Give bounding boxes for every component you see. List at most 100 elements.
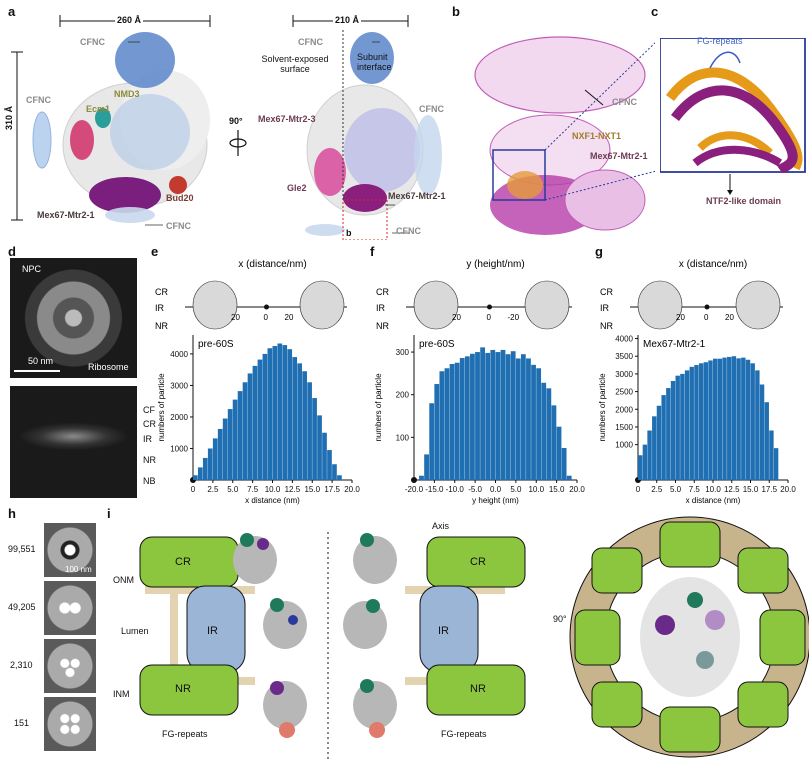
panel-label-d: d — [8, 244, 16, 259]
histogram-bar — [755, 370, 760, 480]
histogram-bar — [661, 395, 666, 480]
label-i-ir-right: IR — [438, 625, 449, 637]
histogram-bar — [731, 356, 737, 480]
x-tick-label: 17.5 — [761, 485, 777, 494]
label-i-onm: ONM — [113, 575, 134, 585]
histogram-bar — [439, 371, 445, 480]
scale-bar-d — [14, 370, 60, 372]
class-average-3 — [44, 639, 96, 693]
x-tick-label: 0 — [636, 485, 641, 494]
label-bud20: Bud20 — [166, 193, 194, 203]
histogram-bar — [531, 364, 536, 480]
x-tick-label: 15.0 — [304, 485, 320, 494]
histogram-bar — [337, 475, 342, 480]
histogram-bar — [722, 357, 727, 480]
pore-density-right — [299, 280, 345, 330]
histogram-bar — [247, 373, 253, 480]
histogram-bar — [680, 373, 685, 480]
y-tick-label: 4000 — [615, 335, 633, 344]
histogram-bar — [736, 358, 741, 480]
label-i-ir-left: IR — [207, 625, 218, 637]
histogram-bar — [536, 368, 542, 480]
histogram-bar — [520, 354, 526, 480]
x-axis-label: x distance (nm) — [686, 496, 741, 505]
label-i-nr-right: NR — [470, 683, 486, 695]
panel-c-ribbon — [660, 38, 806, 173]
label-h-scale: 100 nm — [65, 565, 92, 574]
schematic-tick: 0 — [487, 313, 492, 322]
layer-ir: IR — [143, 434, 152, 444]
label-b-mex: Mex67-Mtr2-1 — [590, 151, 648, 161]
class-average-4 — [44, 697, 96, 751]
pore-label-cr: CR — [600, 287, 613, 297]
histogram-bar — [222, 418, 228, 480]
schematic-origin — [704, 304, 710, 310]
histogram-bar — [277, 343, 283, 480]
histogram-bar — [475, 352, 480, 480]
y-axis-label: numbers of particle — [157, 373, 166, 442]
x-tick-label: 5.0 — [227, 485, 239, 494]
label-cfnc-bottom-left: CFNC — [166, 221, 191, 231]
pore-label-cr: CR — [155, 287, 168, 297]
x-tick-label: 12.5 — [285, 485, 301, 494]
label-i-fg-left: FG-repeats — [162, 729, 208, 739]
y-axis-label: numbers of particle — [374, 373, 383, 442]
histogram-bar — [419, 475, 424, 480]
histogram-bar — [257, 359, 263, 480]
x-tick-label: 17.5 — [324, 485, 340, 494]
arrow-c-ntf2 — [727, 174, 733, 195]
panel-b-map — [474, 36, 655, 235]
histogram-bar — [470, 353, 475, 480]
label-i-lumen: Lumen — [121, 626, 149, 636]
histogram-bar — [332, 464, 337, 480]
em-top-view — [10, 258, 137, 378]
label-solvent: Solvent-exposed surface — [261, 54, 329, 74]
chart-e: x (distance/nm) 20 0 20 CR IR NR 0 2.5 5.0 7.5 10.0… — [155, 259, 360, 505]
histogram-bar — [242, 382, 248, 480]
x-tick-label: 15.0 — [743, 485, 759, 494]
histogram-bar — [703, 362, 709, 480]
y-tick-label: 2000 — [170, 413, 188, 422]
label-nmd3: NMD3 — [114, 89, 140, 99]
histogram-bar — [708, 360, 713, 480]
x-tick-label: 10.0 — [528, 485, 544, 494]
label-i-fg-right: FG-repeats — [441, 729, 487, 739]
y-tick-label: 2500 — [615, 388, 633, 397]
label-d-ribosome: Ribosome — [88, 362, 129, 372]
y-tick-label: 1500 — [615, 423, 633, 432]
histogram-bar — [197, 467, 203, 480]
histogram-bar — [694, 365, 699, 480]
label-i-rotate: 90° — [553, 614, 567, 624]
label-i-nr-left: NR — [175, 683, 191, 695]
x-tick-label: 20.0 — [569, 485, 585, 494]
histogram-bar — [500, 349, 506, 480]
schematic-tick: 20 — [285, 313, 294, 322]
histogram-bar — [262, 353, 268, 480]
schematic-tick: -20 — [508, 313, 520, 322]
histogram-bar — [642, 444, 648, 480]
schematic-tick: 20 — [231, 313, 240, 322]
histogram-bar — [267, 348, 273, 480]
class-average-1 — [44, 523, 96, 577]
histogram-bar — [505, 354, 511, 480]
x-tick-label: 15.0 — [549, 485, 565, 494]
x-tick-label: 12.5 — [724, 485, 740, 494]
pore-density-left — [637, 280, 683, 330]
panel-label-g: g — [595, 244, 603, 259]
histogram-bar — [480, 347, 486, 480]
pore-label-nr: NR — [600, 321, 613, 331]
inset-b-label: b — [346, 228, 352, 238]
dim-height-left: 310 Å — [4, 105, 14, 130]
y-tick-label: 3000 — [615, 370, 633, 379]
histogram-bar — [252, 365, 258, 480]
pore-label-ir: IR — [155, 303, 165, 313]
schematic-tick: 0 — [264, 313, 269, 322]
x-tick-label: 5.0 — [670, 485, 682, 494]
histogram-bar — [759, 384, 765, 480]
schematic-origin — [487, 304, 492, 310]
histogram-bar — [282, 345, 288, 480]
label-b-nxf: NXF1-NXT1 — [572, 131, 622, 141]
panel-label-i: i — [107, 506, 111, 521]
x-tick-label: -5.0 — [468, 485, 482, 494]
y-tick-label: 4000 — [170, 350, 188, 359]
